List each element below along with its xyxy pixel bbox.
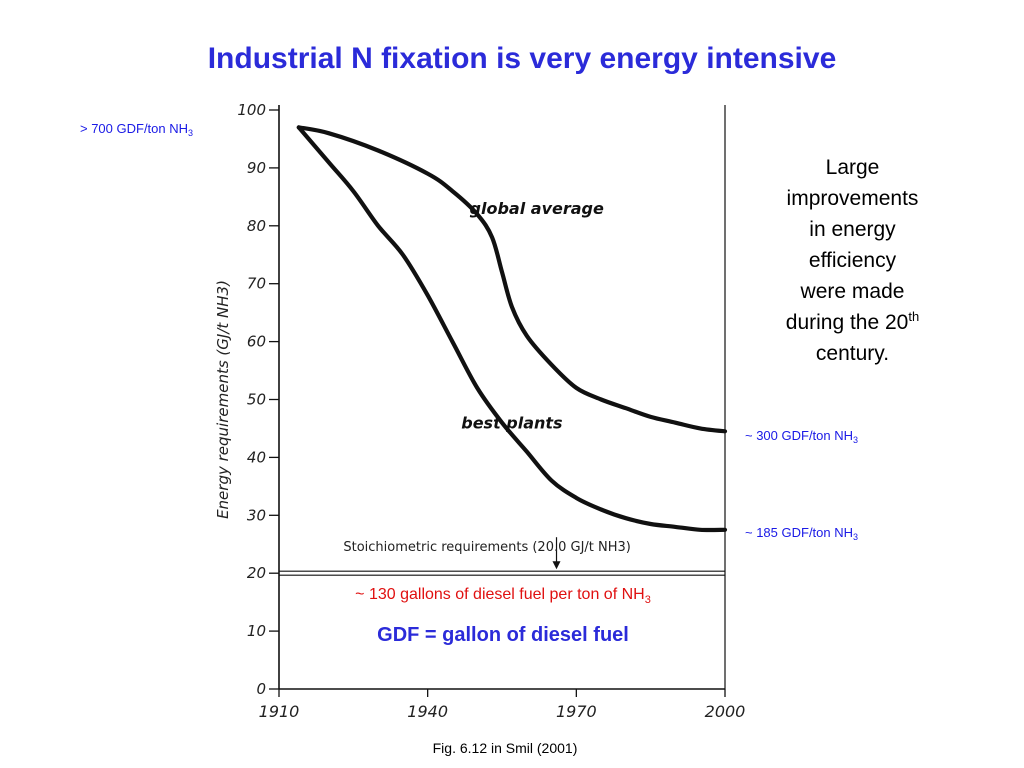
y-tick-label: 50 [247,391,266,409]
side-note-line-1: Large [825,156,880,179]
side-note-line-5: were made [800,280,905,303]
y-tick-label: 70 [247,275,266,293]
x-tick-label: 2000 [705,702,746,721]
side-note-line-2: improvements [786,187,919,210]
annotation-185-gdf: ~ 185 GDF/ton NH3 [745,525,858,542]
y-tick-label: 10 [247,622,266,640]
best-plants-curve [296,125,728,533]
global-average-curve [296,125,728,434]
annotation-185-gdf-text: ~ 185 GDF/ton NH [745,525,854,540]
annotation-700-gdf-text: > 700 GDF/ton NH [80,121,189,136]
x-tick-label: 1940 [407,702,448,721]
diesel-note-subscript: 3 [644,594,651,606]
side-note-line-6: during the 20th [760,307,945,338]
stoichiometric-arrow-head [552,561,561,570]
y-tick-label: 30 [247,506,266,524]
annotation-300-gdf-subscript: 3 [853,435,859,445]
diesel-note: ~ 130 gallons of diesel fuel per ton of … [281,586,725,606]
y-tick-label: 40 [247,448,266,466]
y-tick-label: 0 [256,680,266,698]
stoichiometric-label: Stoichiometric requirements (20.0 GJ/t N… [343,540,631,555]
annotation-700-gdf-subscript: 3 [188,128,194,138]
annotation-700-gdf: > 700 GDF/ton NH3 [80,121,193,138]
diesel-note-text: ~ 130 gallons of diesel fuel per ton of … [355,586,645,603]
y-tick-label: 60 [247,333,266,351]
figure-caption: Fig. 6.12 in Smil (2001) [432,740,578,756]
side-note: Large improvements in energy efficiency … [760,152,945,369]
side-note-line-3: in energy [809,218,896,241]
energy-requirements-chart: 0 10 20 30 40 50 60 70 80 90 100 1910 1940 1970 2000 En… [214,101,746,721]
side-note-line-7: century. [815,342,890,365]
gdf-definition: GDF = gallon of diesel fuel [377,624,629,646]
global-average-label: global average [470,199,604,218]
annotation-300-gdf: ~ 300 GDF/ton NH3 [745,428,858,445]
x-tick-label: 1970 [556,702,597,721]
y-tick-label: 80 [247,217,266,235]
side-note-line-4: efficiency [808,249,897,272]
figure-panel: 0 10 20 30 40 50 60 70 80 90 100 1910 1940 1970 2000 En… [205,95,756,727]
annotation-300-gdf-text: ~ 300 GDF/ton NH [745,428,854,443]
best-plants-label: best plants [461,413,562,432]
annotation-185-gdf-subscript: 3 [853,532,859,542]
y-tick-label: 100 [237,101,266,119]
y-tick-label: 90 [247,159,266,177]
y-axis-label: Energy requirements (GJ/t NH3) [214,280,232,519]
side-note-superscript: th [908,309,920,324]
y-tick-label: 20 [247,564,266,582]
side-note-line-6-text: during the 20 [785,311,909,334]
x-tick-label: 1910 [259,702,300,721]
slide-title: Industrial N fixation is very energy int… [207,42,837,75]
